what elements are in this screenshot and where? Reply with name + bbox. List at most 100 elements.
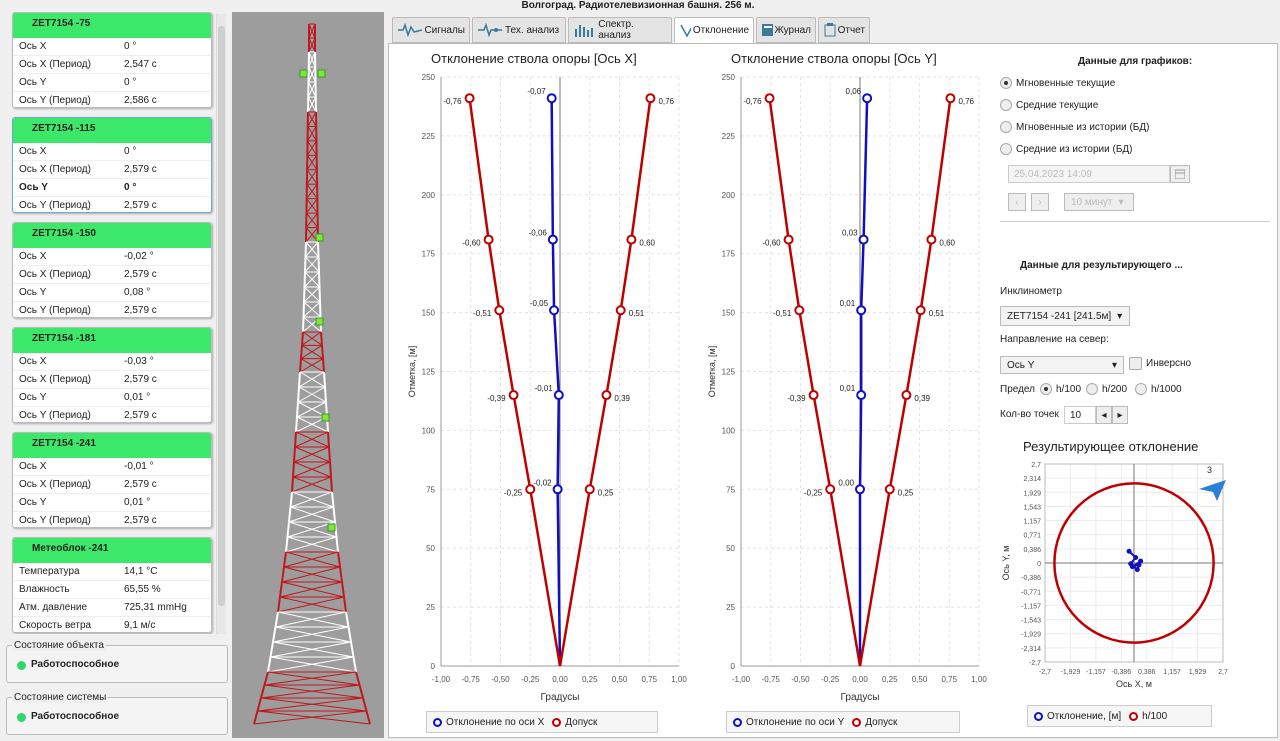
sensor-row: Ось Y (Период) 2,579 с bbox=[13, 197, 211, 212]
sensor-row-label: Атм. давление bbox=[19, 602, 88, 613]
sensor-row-value: -0,01 ° bbox=[124, 461, 154, 472]
sensor-row-label: Ось Y bbox=[19, 77, 47, 88]
sensor-row-value: 0 ° bbox=[124, 41, 137, 52]
scrollbar-thumb[interactable] bbox=[218, 26, 225, 606]
points-input[interactable]: 10 bbox=[1064, 406, 1096, 424]
sensor-row-label: Ось X (Период) bbox=[19, 269, 91, 280]
date-input[interactable]: 25.04.2023 14:09 bbox=[1008, 165, 1170, 183]
legend-marker-blue bbox=[733, 717, 742, 727]
data-label: 0,01 bbox=[840, 299, 856, 308]
radio-limit-h100[interactable]: h/100 bbox=[1040, 383, 1081, 395]
sensor-list[interactable]: ZET7154 -75 Ось X 0 ° Ось X (Период) 2,547 с… bbox=[6, 12, 228, 634]
tab-journal[interactable]: Журнал bbox=[756, 17, 816, 43]
sensor-card[interactable]: Метеоблок -241 Температура 14,1 °C Влажност… bbox=[12, 537, 212, 633]
sensor-row-label: Ось Y bbox=[19, 287, 47, 298]
y-tick-label: 150 bbox=[722, 309, 736, 318]
tab-spectrum-analysis[interactable]: Спектр. анализ bbox=[568, 17, 672, 43]
north-select[interactable]: Ось Y ▾ bbox=[1000, 356, 1124, 374]
sensor-row-label: Температура bbox=[19, 566, 80, 577]
next-button[interactable]: › bbox=[1031, 193, 1049, 211]
sensor-row-value: 0 ° bbox=[124, 146, 137, 157]
system-state-indicator bbox=[17, 713, 26, 722]
deviation-point bbox=[1136, 562, 1142, 568]
data-point bbox=[525, 484, 536, 495]
sensor-row-value: 2,579 с bbox=[124, 164, 157, 175]
y-tick-label: 150 bbox=[422, 309, 436, 318]
radio-limit-h200[interactable]: h/200 bbox=[1086, 383, 1127, 395]
data-point bbox=[552, 484, 563, 495]
spectrum-bars-icon bbox=[575, 25, 593, 37]
tab-deviation[interactable]: Отклонение bbox=[674, 17, 754, 43]
data-point bbox=[464, 93, 475, 104]
sensor-card[interactable]: ZET7154 -241 Ось X -0,01 ° Ось X (Период) 2,… bbox=[12, 432, 212, 528]
series-line bbox=[550, 98, 562, 667]
inclinometer-select[interactable]: ZET7154 -241 [241.5м] ▾ bbox=[1000, 306, 1130, 326]
deviation-y-chart: 0 25 50 75 100 125 150 175 200 225 250 -1,00 -0,75 -0… bbox=[707, 73, 987, 703]
tower-leg bbox=[315, 111, 319, 243]
radio-circle bbox=[1086, 383, 1098, 395]
radio-limit-h1000[interactable]: h/1000 bbox=[1135, 383, 1182, 395]
radio-average-current[interactable]: Средние текущие bbox=[1000, 99, 1098, 111]
y-tick-label: 175 bbox=[422, 250, 436, 259]
y-tick-label: 25 bbox=[726, 603, 735, 612]
increment-button[interactable]: ▸ bbox=[1112, 406, 1128, 424]
data-point bbox=[901, 390, 912, 401]
data-point bbox=[855, 484, 865, 495]
tower-brace bbox=[275, 611, 347, 628]
radio-label: h/200 bbox=[1102, 383, 1128, 395]
sensor-row-value: -0,02 ° bbox=[124, 251, 154, 262]
data-label: 0,25 bbox=[598, 488, 614, 497]
chart-y-title: Отклонение ствола опоры [Ось Y] bbox=[731, 51, 937, 66]
tower-brace bbox=[283, 566, 343, 583]
data-label: 0,39 bbox=[914, 394, 930, 403]
data-point bbox=[858, 234, 869, 245]
prev-button[interactable]: ‹ bbox=[1008, 193, 1026, 211]
tab-report[interactable]: Отчет bbox=[818, 17, 870, 43]
tower-brace bbox=[290, 491, 333, 508]
y-axis-label: Отметка, [м] bbox=[407, 346, 417, 397]
sensor-card[interactable]: ZET7154 -181 Ось X -0,03 ° Ось X (Период) 2,… bbox=[12, 327, 212, 423]
data-point bbox=[615, 305, 626, 316]
sensor-row-value: 0,01 ° bbox=[124, 392, 151, 403]
sensor-card-title: ZET7154 -150 bbox=[13, 223, 211, 248]
sensor-row-label: Ось X bbox=[19, 461, 47, 472]
x-tick-label: -1,157 bbox=[1086, 669, 1106, 676]
series-line bbox=[468, 98, 562, 667]
radio-instant-current[interactable]: Мгновенные текущие bbox=[1000, 77, 1115, 89]
radio-instant-history[interactable]: Мгновенные из истории (БД) bbox=[1000, 121, 1149, 133]
sensor-list-scrollbar[interactable] bbox=[216, 14, 226, 634]
data-point bbox=[862, 93, 873, 104]
legend-item: h/100 bbox=[1142, 710, 1168, 722]
tower-brace bbox=[285, 536, 337, 553]
sensor-row-label: Ось X bbox=[19, 356, 47, 367]
y-tick-label: 250 bbox=[722, 73, 736, 82]
north-label: Направление на север: bbox=[1000, 334, 1109, 345]
decrement-button[interactable]: ◂ bbox=[1096, 406, 1112, 424]
tower-brace bbox=[279, 581, 343, 598]
inverse-checkbox[interactable]: Инверсно bbox=[1129, 357, 1191, 370]
legend-item: Допуск bbox=[865, 716, 898, 728]
tower-brace bbox=[298, 371, 325, 388]
y-tick-label: 75 bbox=[726, 485, 735, 494]
deviation-point bbox=[1133, 555, 1139, 560]
tab-tech-analysis[interactable]: Тех. анализ bbox=[472, 17, 566, 43]
interval-select[interactable]: 10 минут ▾ bbox=[1064, 193, 1134, 211]
sensor-card[interactable]: ZET7154 -150 Ось X -0,02 ° Ось X (Период) 2,… bbox=[12, 222, 212, 318]
y-tick-label: 200 bbox=[422, 191, 436, 200]
tower-brace bbox=[306, 155, 318, 171]
data-label: -0,25 bbox=[504, 488, 523, 497]
limit-circle bbox=[1053, 482, 1215, 644]
sensor-card[interactable]: ZET7154 -115 Ось X 0 ° Ось X (Период) 2,579 … bbox=[12, 117, 212, 213]
sensor-card-title: ZET7154 -181 bbox=[13, 328, 211, 353]
sensor-card[interactable]: ZET7154 -75 Ось X 0 ° Ось X (Период) 2,547 с… bbox=[12, 12, 212, 108]
sensor-row: Ось X -0,01 ° bbox=[13, 458, 211, 476]
y-axis-label: Ось Y, м bbox=[1001, 546, 1011, 581]
sensor-row-label: Ось Y (Период) bbox=[19, 305, 91, 316]
sensor-row: Ось Y 0,01 ° bbox=[13, 389, 211, 407]
tower-brace bbox=[292, 461, 331, 478]
legend-item: Допуск bbox=[565, 716, 598, 728]
resultant-deviation-chart: -2,7 -2,314 -1,929 -1,543 -1,157 -0,771 -0,386… bbox=[1001, 462, 1228, 689]
tab-signals[interactable]: Сигналы bbox=[392, 17, 470, 43]
calendar-icon[interactable] bbox=[1170, 165, 1190, 183]
radio-average-history[interactable]: Средние из истории (БД) bbox=[1000, 143, 1132, 155]
